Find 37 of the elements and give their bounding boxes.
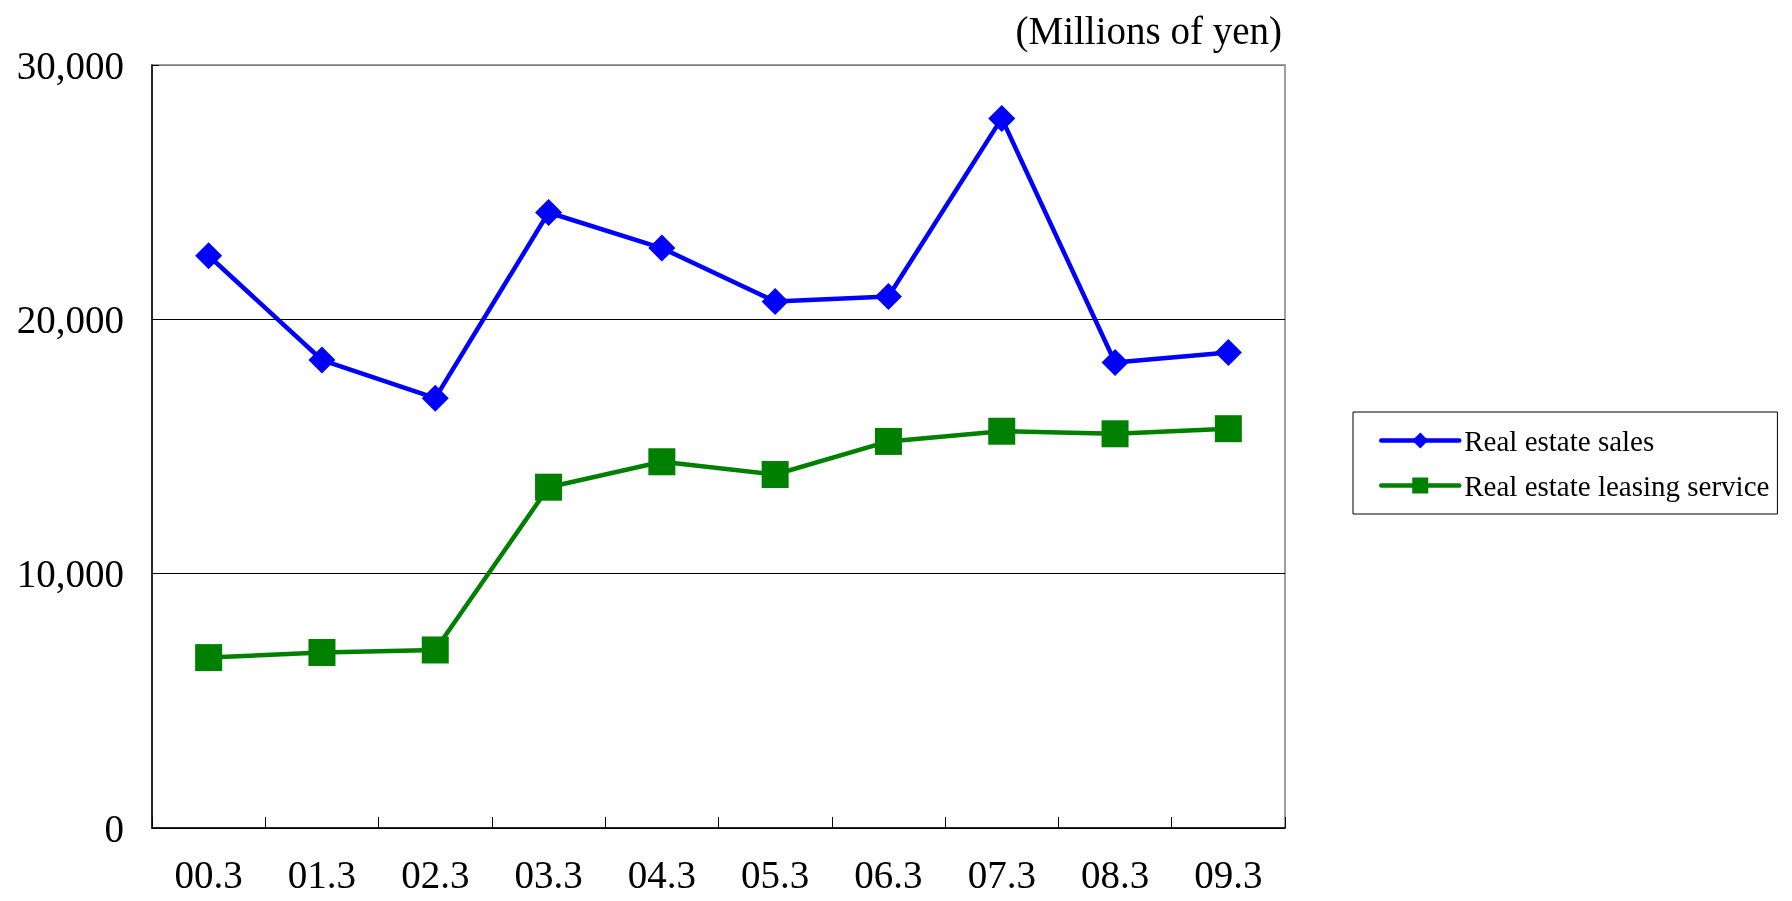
x-tick-label: 06.3 <box>854 853 923 896</box>
point <box>535 473 563 501</box>
point <box>761 460 789 488</box>
point <box>988 104 1016 132</box>
point <box>1214 338 1242 366</box>
y-tick-label: 20,000 <box>16 297 124 341</box>
point <box>1214 415 1242 443</box>
point <box>421 384 449 412</box>
x-tick-label: 03.3 <box>514 853 583 896</box>
point <box>1101 349 1129 377</box>
point <box>308 639 336 667</box>
y-tick-label: 10,000 <box>16 552 124 596</box>
x-tick-label: 07.3 <box>967 853 1036 896</box>
point <box>1101 420 1129 448</box>
x-tick-label: 09.3 <box>1194 853 1263 896</box>
x-tick-label: 08.3 <box>1080 853 1150 896</box>
point <box>874 427 902 455</box>
point <box>874 282 902 310</box>
legend-label: Real estate leasing service <box>1464 469 1770 502</box>
point <box>195 242 223 270</box>
y-tick-label: 30,000 <box>16 43 124 87</box>
x-tick-label: 05.3 <box>741 853 810 896</box>
point <box>761 288 789 316</box>
point <box>421 636 449 664</box>
x-tick-label: 00.3 <box>174 853 243 896</box>
x-tick-label: 04.3 <box>627 853 696 896</box>
point <box>988 417 1016 445</box>
y-tick-label: 0 <box>104 806 124 850</box>
y-axis-title: (Millions of yen) <box>1015 9 1282 53</box>
point <box>648 448 676 476</box>
x-tick-label: 02.3 <box>401 853 470 896</box>
legend-label: Real estate sales <box>1464 424 1655 457</box>
point <box>195 644 223 672</box>
x-tick-label: 01.3 <box>287 853 357 896</box>
point <box>308 346 336 374</box>
point <box>648 234 676 262</box>
point <box>535 199 563 227</box>
